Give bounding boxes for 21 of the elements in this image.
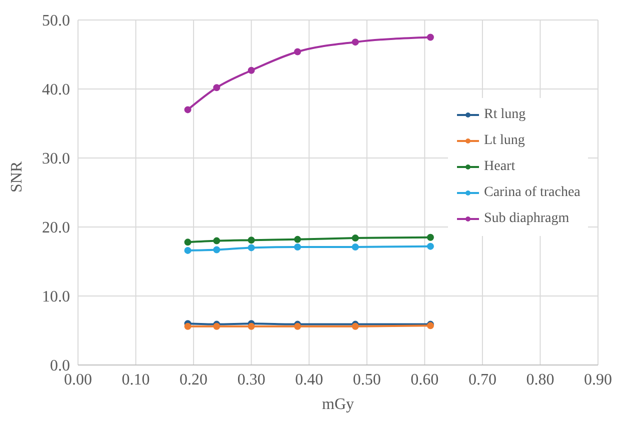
y-axis-title: SNR bbox=[8, 161, 26, 192]
x-tick-label: 0.80 bbox=[526, 371, 554, 388]
y-tick-label: 10.0 bbox=[42, 288, 70, 306]
x-tick-label: 0.20 bbox=[180, 371, 208, 388]
x-axis-title: mGy bbox=[322, 396, 354, 413]
x-tick-label: 0.60 bbox=[410, 371, 439, 388]
x-tick-label: 0.10 bbox=[122, 371, 150, 388]
legend-label: Carina of trachea bbox=[484, 184, 580, 202]
legend-label: Lt lung bbox=[484, 132, 525, 150]
legend-label: Rt lung bbox=[484, 106, 526, 124]
y-tick-label: 40.0 bbox=[42, 82, 70, 99]
legend-label: Sub diaphragm bbox=[484, 210, 570, 228]
y-tick-label: 30.0 bbox=[42, 150, 70, 168]
x-tick-label: 0.90 bbox=[584, 371, 612, 388]
x-tick-label: 0.40 bbox=[295, 371, 324, 388]
legend-label: Heart bbox=[484, 158, 516, 176]
x-tick-label: 0.30 bbox=[237, 371, 266, 388]
y-tick-label: 50.0 bbox=[42, 12, 70, 30]
x-tick-label: 0.50 bbox=[352, 371, 381, 388]
y-tick-label: 20.0 bbox=[42, 220, 70, 237]
x-tick-label: 0.70 bbox=[468, 371, 496, 388]
